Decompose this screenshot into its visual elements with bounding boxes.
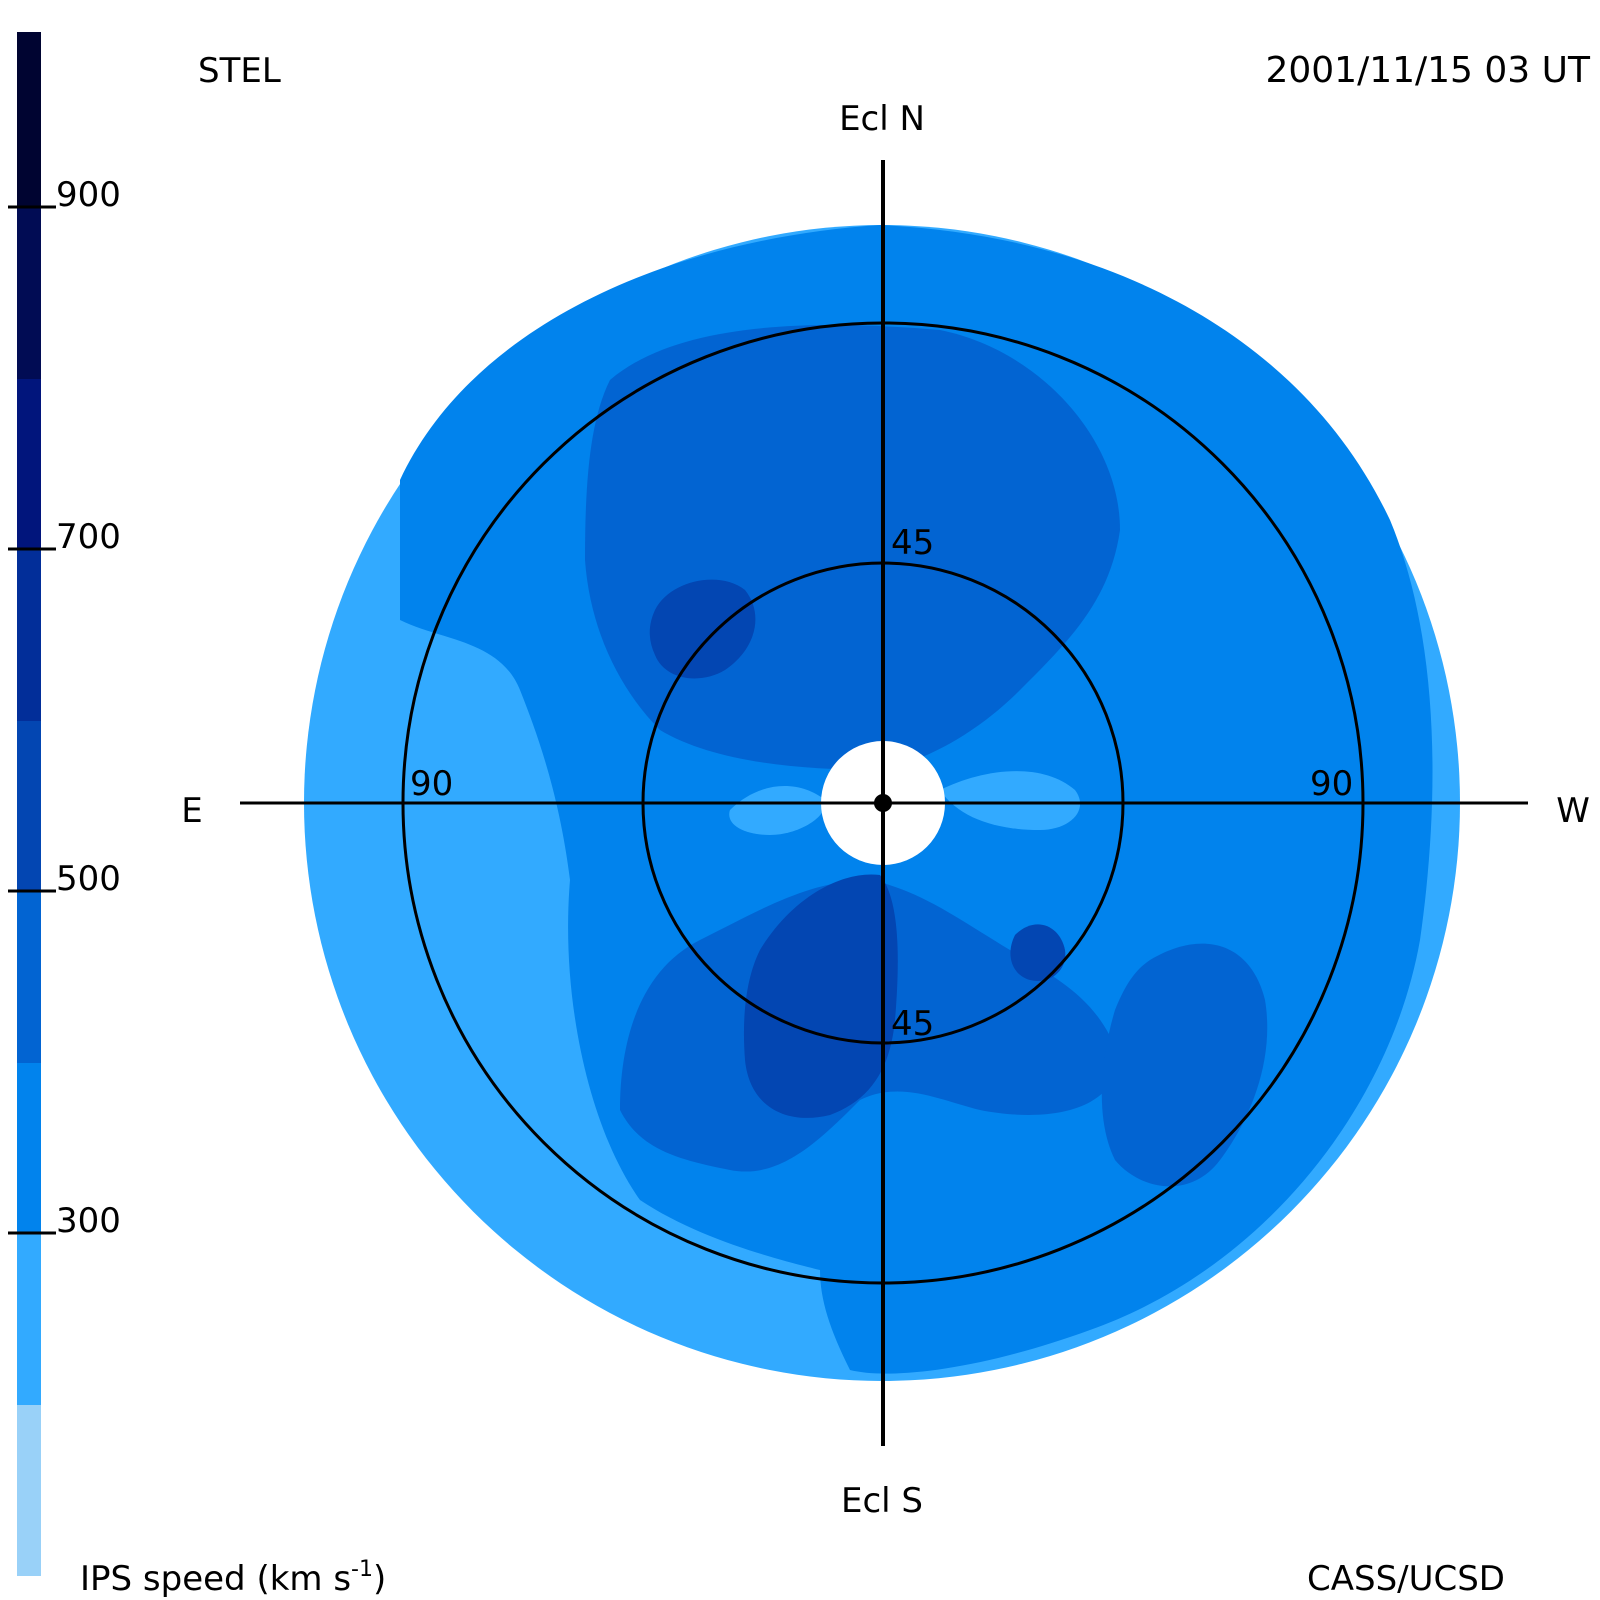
colorbar-title-exponent: -1 [351,1557,373,1582]
region-400-500-southeast [1101,943,1268,1187]
ring-label-45-lower: 45 [891,1004,934,1044]
colorbar-title-main: IPS speed (km s [80,1559,351,1599]
colorbar-level-600-700 [17,549,41,721]
credit-label: CASS/UCSD [1307,1559,1505,1599]
colorbar-level-500-600 [17,720,41,892]
direction-south: Ecl S [841,1481,923,1521]
region-500-600-south [743,874,898,1118]
colorbar-level-100-200 [17,1404,41,1576]
colorbar-level-700-800 [17,378,41,550]
colorbar-tick-label-500: 500 [56,859,121,899]
region-200-300-inner-east [729,786,826,835]
colorbar-level-900-1000 [17,32,41,208]
region-200-300-inner-west [940,771,1081,830]
datetime-label: 2001/11/15 03 UT [1265,50,1591,91]
colorbar-tick-label-300: 300 [56,1201,121,1241]
direction-east: E [181,791,202,831]
source-label: STEL [198,51,281,91]
region-500-600-southeast [1010,924,1066,981]
ring-label-45-upper: 45 [891,523,934,563]
ring-label-90-right: 90 [1310,764,1353,804]
direction-west: W [1556,791,1590,831]
colorbar-level-400-500 [17,891,41,1063]
colorbar-tick-label-900: 900 [56,175,121,215]
region-500-600-northwest [649,579,756,679]
direction-north: Ecl N [839,99,925,139]
ring-label-90-left: 90 [410,764,453,804]
colorbar-title: IPS speed (km s-1) [80,1557,386,1599]
graticule [240,160,1528,1446]
colorbar-level-800-900 [17,207,41,379]
colorbar-tick-label-700: 700 [56,517,121,557]
colorbar-level-300-400 [17,1062,41,1234]
colorbar-title-end: ) [373,1559,386,1599]
colorbar: 300 500 700 900 [8,32,121,1576]
colorbar-level-200-300 [17,1233,41,1405]
